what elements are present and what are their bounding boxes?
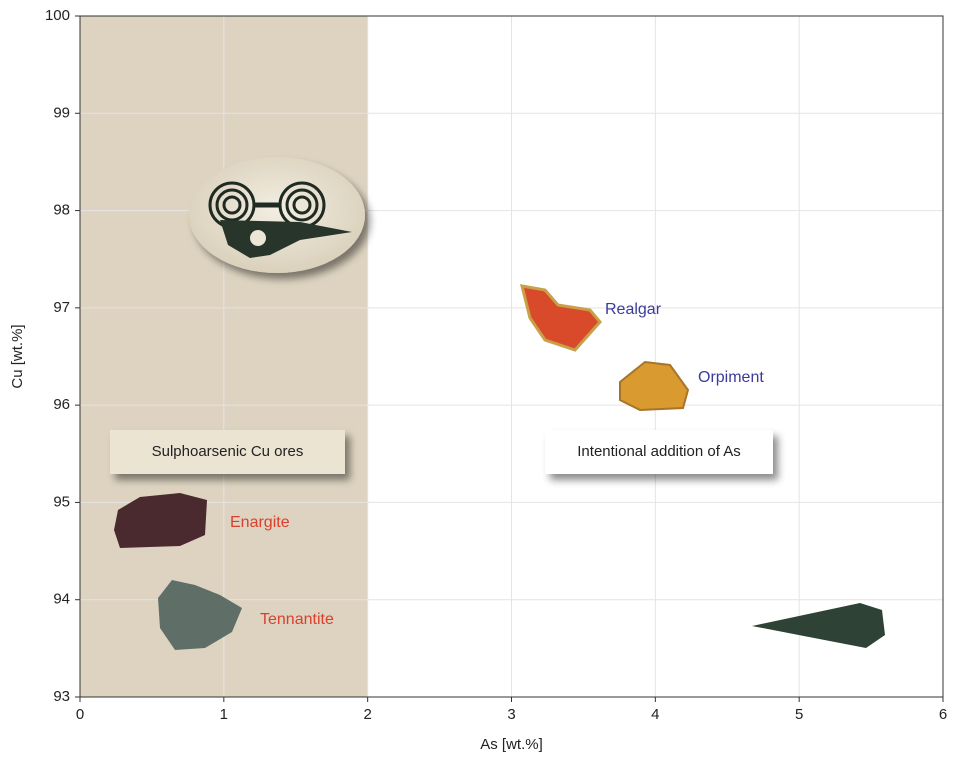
x-tick-label: 4	[651, 706, 659, 723]
artifact-frame	[189, 157, 365, 273]
y-tick-label: 97	[53, 299, 70, 316]
x-axis-label: As [wt.%]	[480, 736, 543, 753]
x-tick-label: 0	[76, 706, 84, 723]
y-tick-label: 94	[53, 591, 70, 608]
y-tick-label: 95	[53, 493, 70, 510]
box-label: Sulphoarsenic Cu ores	[152, 443, 304, 460]
x-tick-label: 2	[363, 706, 371, 723]
y-axis-label: Cu [wt.%]	[9, 324, 26, 388]
y-tick-label: 98	[53, 202, 70, 219]
x-tick-label: 1	[220, 706, 228, 723]
x-tick-label: 3	[507, 706, 515, 723]
annotation: Tennantite	[260, 611, 334, 628]
x-tick-label: 5	[795, 706, 803, 723]
blade-hole	[250, 230, 266, 246]
y-tick-label: 96	[53, 396, 70, 413]
chart: 0 1 2 3 4 5 6 93 94 95 96 97 98 99 100 As [wt.%] Cu [wt.…	[0, 0, 959, 761]
box-label: Intentional addition of As	[577, 443, 740, 460]
annotation: Realgar	[605, 301, 662, 318]
annotation: Enargite	[230, 514, 290, 531]
y-tick-label: 93	[53, 688, 70, 705]
y-tick-label: 99	[53, 104, 70, 121]
y-tick-label: 100	[45, 7, 70, 24]
annotation: Orpiment	[698, 369, 764, 386]
x-tick-label: 6	[939, 706, 947, 723]
